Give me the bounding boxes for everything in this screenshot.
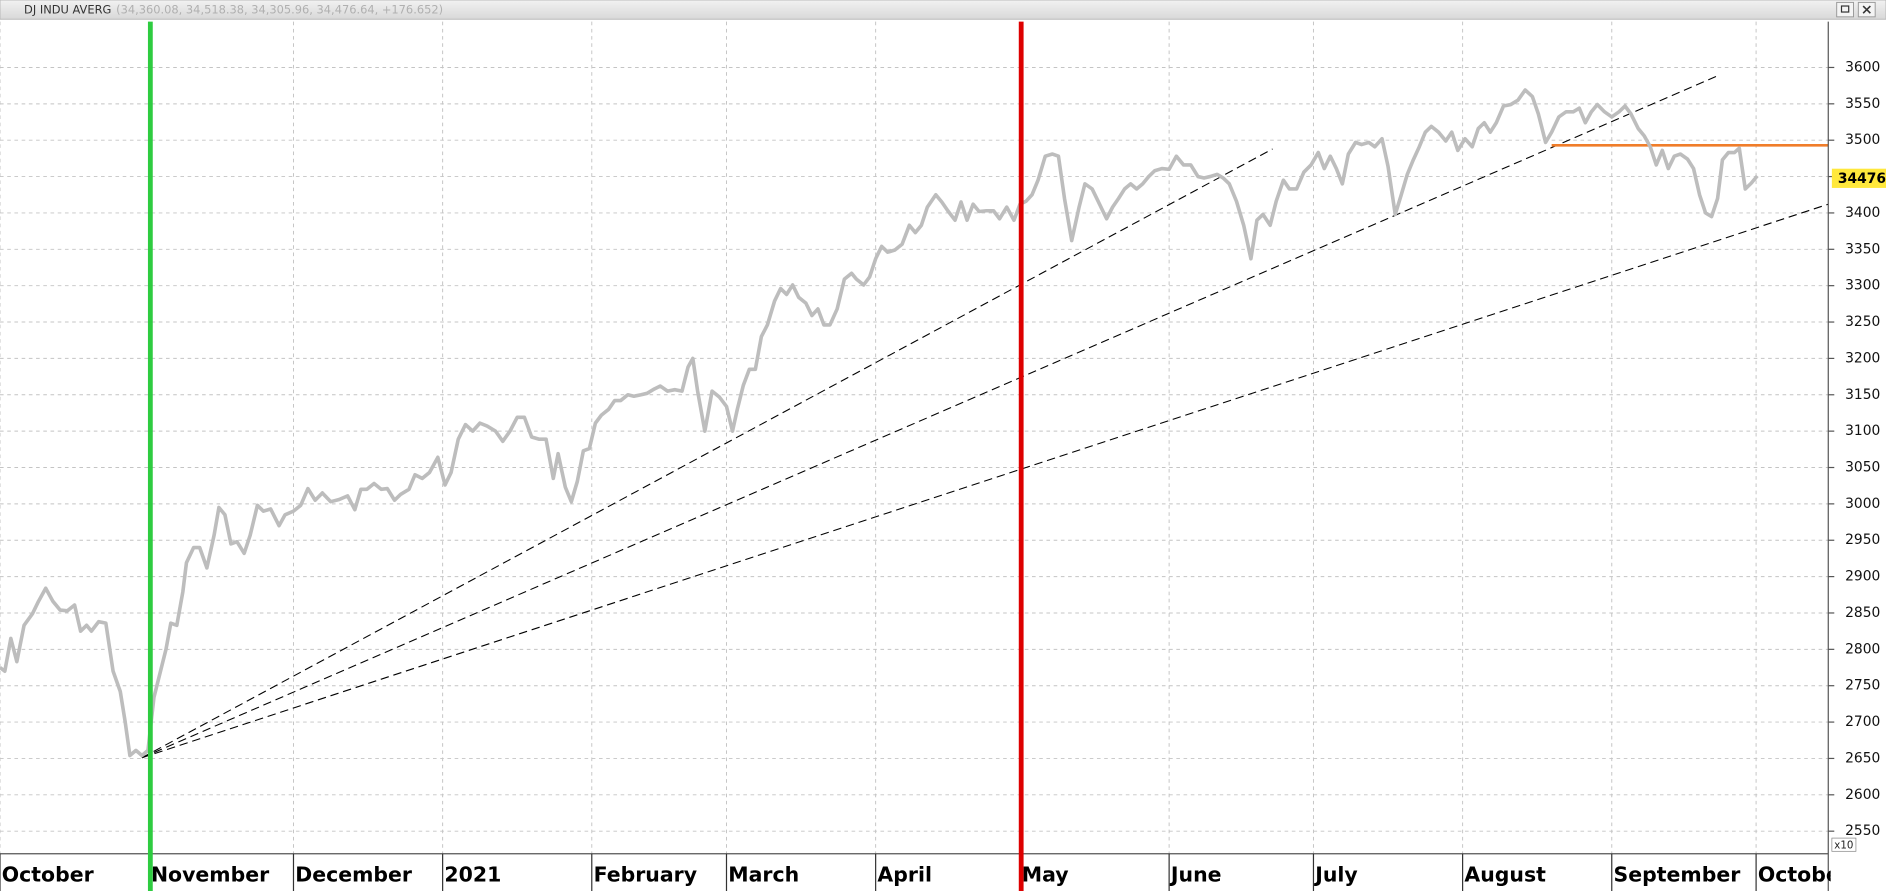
last-value-badge [1831, 168, 1886, 188]
x-tick-label: 2021 [444, 862, 501, 886]
x-tick-label: June [1169, 862, 1222, 886]
y-tick-label: 3100 [1845, 423, 1880, 439]
trend-line [141, 148, 1273, 759]
x-tick-label: August [1464, 862, 1546, 886]
y-tick-label: 2800 [1845, 641, 1880, 657]
x-tick-label: July [1313, 862, 1357, 886]
y-tick-label: 3600 [1845, 59, 1880, 75]
y-tick-label: 3500 [1845, 132, 1880, 148]
x-tick-label: September [1614, 862, 1742, 886]
y-axis: 2550 2600 2650 2700 2750 2800 2850 2900 2950 3000… [1828, 59, 1880, 839]
last-value-label: 34476. [1838, 171, 1886, 187]
y-tick-label: 2900 [1845, 569, 1880, 585]
y-tick-label: 2600 [1845, 787, 1880, 803]
chart-title: DJ INDU AVERG [24, 3, 111, 17]
chart-subtitle: (34,360.08, 34,518.38, 34,305.96, 34,476… [116, 3, 443, 17]
y-tick-label: 2650 [1845, 750, 1880, 766]
y-tick-label: 3300 [1845, 278, 1880, 294]
price-line [0, 88, 1759, 758]
trend-line [141, 203, 1829, 759]
y-tick-label: 2550 [1845, 823, 1880, 839]
x-tick-label: October [2, 862, 95, 886]
x-tick-label: April [877, 862, 932, 886]
x-tick-label: February [594, 862, 697, 886]
x-tick-label: December [295, 862, 413, 886]
y-multiplier: x10 [1834, 840, 1853, 851]
header-bar [0, 0, 1886, 20]
window-buttons [1836, 1, 1876, 18]
y-tick-label: 3250 [1845, 314, 1880, 330]
y-tick-label: 3050 [1845, 460, 1880, 476]
plot-area [0, 74, 1829, 759]
y-tick-label: 3000 [1845, 496, 1880, 512]
x-axis: October November December 2021 February March… [0, 853, 1851, 891]
y-tick-label: 3200 [1845, 350, 1880, 366]
y-tick-label: 2750 [1845, 678, 1880, 694]
y-tick-label: 2850 [1845, 605, 1880, 621]
y-tick-label: 3550 [1845, 96, 1880, 112]
trend-line [141, 74, 1721, 759]
x-tick-label: March [728, 862, 799, 886]
y-tick-label: 3350 [1845, 241, 1880, 257]
y-tick-label: 3400 [1845, 205, 1880, 221]
x-tick-label: October [1758, 862, 1851, 886]
restore-button[interactable] [1836, 1, 1855, 18]
y-tick-label: 2950 [1845, 532, 1880, 548]
close-icon [1862, 5, 1871, 14]
x-tick-label: May [1022, 862, 1069, 886]
y-tick-label: 3150 [1845, 387, 1880, 403]
y-tick-label: 2700 [1845, 714, 1880, 730]
x-tick-label: November [151, 862, 270, 886]
multiplier-box [1831, 837, 1857, 852]
restore-icon [1840, 5, 1850, 13]
